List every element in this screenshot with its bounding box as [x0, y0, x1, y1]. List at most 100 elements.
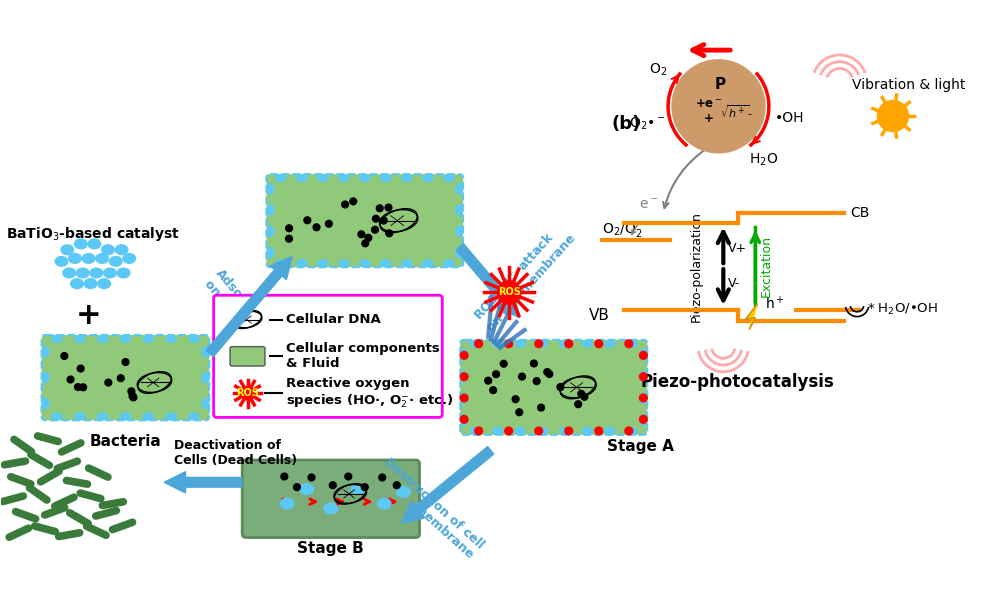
Circle shape — [365, 234, 372, 241]
Text: Stage A: Stage A — [607, 439, 673, 454]
Circle shape — [286, 235, 293, 242]
Circle shape — [122, 359, 129, 365]
Ellipse shape — [117, 268, 130, 278]
Ellipse shape — [98, 279, 110, 288]
Ellipse shape — [560, 427, 570, 434]
Ellipse shape — [470, 427, 480, 434]
Circle shape — [475, 427, 482, 435]
Circle shape — [565, 340, 573, 348]
Circle shape — [500, 361, 507, 367]
Circle shape — [672, 60, 765, 153]
Circle shape — [362, 484, 368, 491]
Ellipse shape — [324, 503, 337, 514]
Ellipse shape — [123, 254, 136, 263]
Ellipse shape — [627, 340, 637, 347]
Text: Cellular components
& Fluid: Cellular components & Fluid — [286, 342, 440, 370]
Ellipse shape — [351, 484, 365, 494]
Ellipse shape — [55, 257, 68, 266]
Text: P: P — [715, 77, 726, 92]
Ellipse shape — [396, 486, 410, 497]
Circle shape — [286, 225, 293, 232]
Ellipse shape — [444, 174, 454, 181]
Text: ROS/ M$^+$ attack
on cell membrane: ROS/ M$^+$ attack on cell membrane — [471, 220, 579, 334]
Ellipse shape — [423, 260, 433, 267]
FancyBboxPatch shape — [214, 295, 443, 417]
Circle shape — [345, 473, 352, 480]
Circle shape — [557, 384, 564, 390]
Ellipse shape — [401, 174, 412, 181]
Text: Adsorption
on surface: Adsorption on surface — [201, 266, 272, 344]
Circle shape — [372, 226, 379, 233]
Ellipse shape — [42, 398, 49, 409]
Text: +: + — [76, 301, 102, 330]
Ellipse shape — [102, 245, 114, 255]
Ellipse shape — [456, 247, 462, 258]
Circle shape — [460, 394, 468, 402]
Circle shape — [386, 230, 392, 237]
Ellipse shape — [276, 174, 286, 181]
Circle shape — [625, 427, 633, 435]
Text: V+: V+ — [729, 242, 747, 255]
Circle shape — [281, 473, 288, 480]
Ellipse shape — [640, 415, 647, 425]
Ellipse shape — [515, 427, 526, 434]
Circle shape — [130, 394, 137, 401]
Ellipse shape — [52, 413, 62, 420]
Circle shape — [595, 427, 602, 435]
Ellipse shape — [143, 413, 154, 420]
Circle shape — [625, 340, 633, 348]
Ellipse shape — [71, 279, 83, 288]
Circle shape — [329, 482, 336, 489]
Circle shape — [67, 376, 74, 383]
Circle shape — [325, 220, 332, 227]
FancyBboxPatch shape — [266, 174, 463, 267]
Circle shape — [241, 386, 254, 400]
Ellipse shape — [604, 340, 615, 347]
Ellipse shape — [61, 245, 74, 255]
Circle shape — [534, 340, 542, 348]
Ellipse shape — [470, 340, 480, 347]
Circle shape — [640, 351, 647, 359]
Text: Vibration & light: Vibration & light — [852, 78, 965, 92]
Text: Deactivation of
Cells (Dead Cells): Deactivation of Cells (Dead Cells) — [174, 439, 297, 467]
Ellipse shape — [537, 427, 547, 434]
Ellipse shape — [378, 499, 390, 509]
Text: h$^+$: h$^+$ — [764, 295, 785, 313]
Ellipse shape — [115, 245, 128, 255]
Ellipse shape — [456, 226, 462, 237]
Circle shape — [379, 474, 386, 481]
Circle shape — [393, 482, 400, 489]
Text: V-: V- — [729, 277, 740, 290]
Ellipse shape — [75, 336, 85, 342]
Text: e$^-$: e$^-$ — [639, 198, 659, 212]
Circle shape — [485, 377, 492, 384]
Text: Destruction of cell
membrane: Destruction of cell membrane — [372, 455, 486, 562]
Ellipse shape — [460, 415, 467, 425]
Ellipse shape — [63, 268, 76, 278]
Text: VB: VB — [589, 308, 610, 323]
Ellipse shape — [381, 260, 390, 267]
Circle shape — [105, 379, 111, 386]
Circle shape — [460, 351, 468, 359]
Circle shape — [294, 484, 301, 491]
Ellipse shape — [202, 398, 209, 409]
Ellipse shape — [120, 336, 130, 342]
Ellipse shape — [82, 254, 95, 263]
Circle shape — [475, 340, 482, 348]
Ellipse shape — [560, 340, 570, 347]
Circle shape — [304, 217, 311, 224]
Ellipse shape — [456, 205, 462, 215]
Ellipse shape — [202, 347, 209, 357]
Circle shape — [490, 387, 497, 393]
Ellipse shape — [104, 268, 116, 278]
Circle shape — [505, 340, 513, 348]
Ellipse shape — [339, 174, 349, 181]
Circle shape — [358, 231, 365, 238]
Circle shape — [117, 375, 124, 382]
Ellipse shape — [537, 340, 547, 347]
Text: Piezo-polarization: Piezo-polarization — [689, 211, 703, 322]
Circle shape — [533, 378, 540, 384]
Polygon shape — [165, 472, 242, 493]
FancyBboxPatch shape — [230, 347, 265, 366]
Circle shape — [505, 427, 513, 435]
